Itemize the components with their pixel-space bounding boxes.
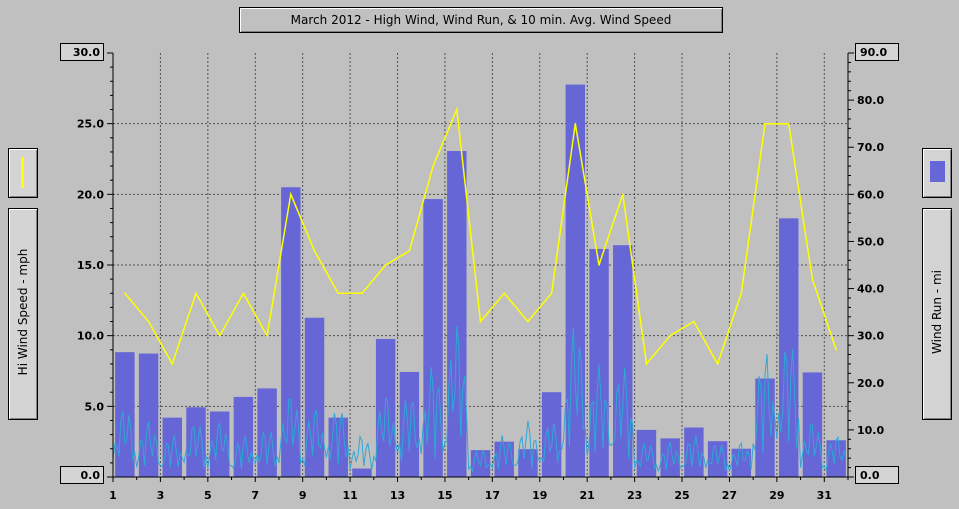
wind-run-bar	[518, 449, 538, 477]
x-tick-label: 23	[627, 489, 642, 502]
wind-run-bar	[589, 248, 609, 477]
x-tick-label: 1	[109, 489, 117, 502]
x-tick-label: 21	[580, 489, 595, 502]
wind-run-bar	[541, 392, 562, 477]
x-tick-label: 11	[342, 489, 357, 502]
hi-wind-point	[811, 278, 814, 280]
hi-wind-point	[598, 264, 600, 266]
hi-wind-point	[693, 320, 695, 323]
x-tick-label: 15	[437, 489, 452, 502]
avg-wind-series	[112, 325, 847, 474]
wind-run-bar	[447, 150, 467, 478]
left-tick-label: 5.0	[85, 400, 105, 413]
wind-run-bar	[233, 396, 254, 477]
right-tick-label: 40.0	[857, 283, 884, 296]
wind-run-bar	[209, 411, 230, 477]
wind-run-bar	[257, 388, 277, 477]
left-axis-title-panel: Hi Wind Speed - mph	[8, 208, 38, 420]
bar-legend-swatch	[930, 161, 945, 182]
left-tick-label: 25.0	[77, 118, 104, 131]
wind-run-bar	[755, 378, 775, 477]
hi-wind-point	[455, 108, 458, 111]
wind-run-bar	[636, 429, 657, 477]
line-legend-swatch	[21, 157, 24, 188]
hi-wind-point	[195, 292, 197, 295]
hi-wind-point	[218, 334, 221, 337]
wind-run-bar	[660, 438, 680, 477]
hi-wind-point	[764, 122, 766, 125]
hi-wind-point	[645, 363, 648, 365]
hi-wind-point	[266, 334, 268, 337]
x-tick-label: 25	[674, 489, 689, 502]
hi-wind-point	[384, 264, 387, 266]
left-tick-label: 20.0	[77, 188, 104, 201]
hi-wind-point	[432, 165, 434, 167]
hi-wind-point	[527, 320, 529, 323]
wind-run-bar	[399, 371, 420, 477]
hi-wind-point	[242, 292, 245, 295]
left-axis-min-label: 0.0	[60, 466, 104, 484]
hi-wind-point	[550, 292, 553, 295]
x-tick-label: 17	[485, 489, 500, 502]
hi-wind-point	[124, 292, 126, 295]
hi-wind-point	[574, 122, 577, 125]
hi-wind-point	[337, 292, 340, 295]
x-tick-label: 31	[817, 489, 832, 502]
right-tick-label: 70.0	[857, 141, 884, 154]
x-tick-label: 19	[532, 489, 547, 502]
left-axis-max-label: 30.0	[60, 43, 104, 61]
x-tick-label: 9	[299, 489, 307, 502]
hi-wind-point	[621, 193, 624, 196]
hi-wind-point	[835, 349, 837, 351]
right-tick-label: 10.0	[857, 424, 884, 437]
wind-run-bar	[186, 407, 206, 477]
left-tick-label: 10.0	[77, 330, 104, 343]
wind-run-bar	[281, 187, 301, 477]
x-tick-label: 27	[722, 489, 737, 502]
right-tick-label: 50.0	[857, 235, 884, 248]
wind-run-bar	[779, 218, 799, 478]
right-tick-label: 30.0	[857, 330, 884, 343]
wind-run-bar	[684, 427, 704, 477]
right-axis-title-panel: Wind Run - mi	[922, 208, 952, 420]
hi-wind-point	[740, 292, 743, 295]
hi-wind-point	[361, 292, 363, 295]
hi-wind-point	[787, 122, 790, 125]
wind-run-bar	[494, 441, 514, 477]
hi-wind-point	[313, 250, 316, 252]
x-tick-label: 7	[251, 489, 259, 502]
x-tick-label: 29	[769, 489, 784, 502]
left-tick-label: 15.0	[77, 259, 104, 272]
hi-wind-point	[479, 320, 482, 323]
wind-run-bar	[352, 468, 372, 477]
right-tick-label: 80.0	[857, 94, 884, 107]
wind-run-bar	[138, 353, 159, 477]
hi-wind-point	[716, 363, 719, 365]
left-legend-key	[8, 148, 38, 198]
chart-title: March 2012 - High Wind, Wind Run, & 10 m…	[239, 7, 723, 33]
hi-wind-point	[290, 193, 292, 196]
hi-wind-point	[147, 320, 150, 323]
hi-wind-point	[503, 292, 506, 295]
wind-run-bar	[802, 372, 823, 477]
right-tick-label: 20.0	[857, 377, 884, 390]
hi-wind-point	[171, 363, 174, 365]
right-tick-label: 60.0	[857, 188, 884, 201]
right-axis-min-label: 0.0	[855, 466, 899, 484]
wind-run-bar	[304, 317, 325, 477]
x-tick-label: 5	[204, 489, 212, 502]
wind-run-bar	[115, 352, 135, 477]
wind-run-bar	[423, 199, 443, 478]
hi-wind-point	[408, 250, 411, 252]
x-tick-label: 3	[157, 489, 165, 502]
hi-wind-point	[669, 334, 671, 337]
right-axis-max-label: 90.0	[855, 43, 899, 61]
right-legend-key	[922, 148, 952, 198]
x-tick-label: 13	[390, 489, 405, 502]
